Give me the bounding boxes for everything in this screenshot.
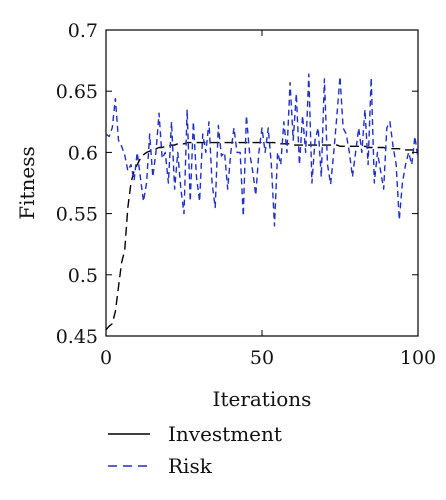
y-tick-label: 0.5 xyxy=(68,265,98,287)
x-tick-label: 0 xyxy=(100,347,112,369)
y-tick-label: 0.7 xyxy=(68,20,98,42)
series-layer xyxy=(105,73,419,331)
legend: Investment Risk xyxy=(108,422,282,478)
x-tick-label: 50 xyxy=(250,347,274,369)
series-line-investment xyxy=(105,141,419,331)
y-axis-ticks: 0.45 0.5 0.55 0.6 0.65 0.7 xyxy=(56,20,418,348)
y-tick-label: 0.65 xyxy=(56,81,98,103)
plot-frame xyxy=(105,29,419,337)
y-tick-label: 0.6 xyxy=(68,142,98,164)
y-axis-label: Fitness xyxy=(15,146,39,220)
y-tick-label: 0.55 xyxy=(56,204,98,226)
series-line-risk xyxy=(105,73,419,227)
x-tick-label: 100 xyxy=(400,347,436,369)
legend-label-investment: Investment xyxy=(168,422,282,446)
x-axis-label: Iterations xyxy=(213,387,312,411)
x-axis-ticks: 0 50 100 xyxy=(100,30,436,369)
legend-label-risk: Risk xyxy=(168,454,213,478)
y-tick-label: 0.45 xyxy=(56,326,98,348)
